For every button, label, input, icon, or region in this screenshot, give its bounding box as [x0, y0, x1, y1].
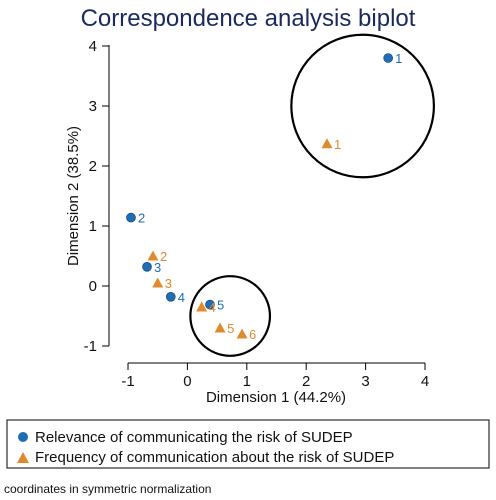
legend-box [6, 419, 490, 469]
legend-entry-frequency: Frequency of communication about the ris… [35, 449, 394, 466]
y-tick-label: 1 [89, 218, 97, 235]
point-relevance-3 [142, 261, 152, 272]
chart-title: Correspondence analysis biplot [81, 5, 416, 32]
point-frequency-1 [321, 138, 333, 149]
point-label: 3 [154, 260, 161, 275]
point-frequency-3 [152, 277, 164, 288]
point-relevance-1 [383, 53, 393, 63]
point-label: 2 [138, 211, 145, 226]
x-tick-label: 4 [421, 373, 429, 390]
legend-marker-circle [18, 432, 28, 442]
y-tick-label: 0 [89, 278, 97, 295]
point-frequency-6 [236, 328, 248, 339]
point-relevance-2 [126, 212, 136, 223]
annotation-circles [189, 33, 436, 357]
x-tick-label: 3 [361, 373, 369, 390]
point-label: 3 [165, 276, 172, 291]
y-tick-label: 3 [89, 98, 97, 115]
point-label: 4 [209, 300, 216, 315]
point-label: 5 [227, 321, 234, 336]
point-label: 5 [217, 298, 224, 313]
annotation-circle [189, 275, 272, 357]
y-tick-label: 4 [89, 38, 97, 55]
footnote: coordinates in symmetric normalization [4, 482, 211, 496]
x-tick-label: 1 [243, 373, 251, 390]
y-tick-label: 2 [89, 158, 97, 175]
point-frequency-4 [196, 301, 208, 312]
x-tick-label: 2 [302, 373, 310, 390]
x-axis-ticks: -1 0 1 2 3 4 [121, 363, 429, 390]
point-label: 4 [178, 290, 185, 305]
legend: Relevance of communicating the risk of S… [6, 419, 490, 469]
point-label: 1 [395, 51, 402, 66]
point-label: 2 [160, 249, 167, 264]
point-frequency-2 [147, 250, 159, 261]
point-relevance-4 [165, 291, 176, 302]
point-label: 6 [249, 327, 256, 342]
legend-marker-triangle [17, 452, 29, 463]
point-label: 1 [334, 137, 341, 152]
y-axis-title: Dimension 2 (38.5%) [65, 126, 82, 266]
x-tick-label: -1 [121, 373, 134, 390]
point-relevance-5 [205, 299, 215, 310]
annotation-circle [290, 33, 436, 179]
point-frequency-5 [214, 322, 226, 333]
y-axis-ticks: -1 0 1 2 3 4 [84, 38, 109, 355]
x-tick-label: 0 [183, 373, 191, 390]
legend-entry-relevance: Relevance of communicating the risk of S… [35, 429, 353, 446]
x-axis-title: Dimension 1 (44.2%) [206, 389, 346, 406]
y-tick-label: -1 [84, 338, 97, 355]
